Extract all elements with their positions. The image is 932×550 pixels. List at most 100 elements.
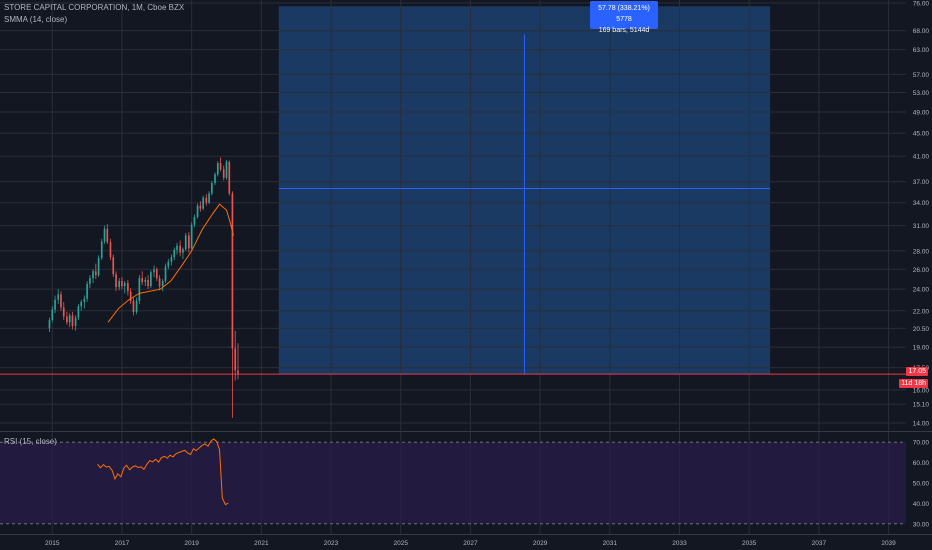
candle-body bbox=[103, 228, 106, 242]
rsi-tick-label: 40.00 bbox=[913, 501, 930, 508]
rsi-tick-label: 50.00 bbox=[913, 481, 930, 488]
candle-body bbox=[54, 299, 56, 310]
measure-bars: 169 bars, 5144d bbox=[598, 27, 650, 34]
candle-body bbox=[112, 257, 115, 275]
candle-body bbox=[211, 183, 213, 194]
y-tick-label: 49.00 bbox=[913, 109, 930, 116]
candle-body bbox=[231, 193, 234, 349]
candle-body bbox=[89, 278, 91, 285]
x-tick-label: 2021 bbox=[254, 540, 269, 547]
candle-body bbox=[77, 306, 80, 318]
candle-body bbox=[173, 250, 176, 258]
candle-body bbox=[182, 249, 184, 253]
rsi-pane[interactable]: 70.00 60.00 50.00 40.00 30.00 bbox=[0, 438, 930, 528]
candle-body bbox=[127, 283, 129, 292]
y-tick-label: 31.00 bbox=[913, 223, 930, 230]
candle-body bbox=[234, 348, 237, 371]
y-tick-label: 26.00 bbox=[913, 267, 930, 274]
price-pane[interactable]: 76.00 68.00 63.00 57.00 53.00 49.00 45.00 41.00… bbox=[0, 0, 932, 534]
rsi-tick-label: 70.00 bbox=[913, 440, 930, 447]
candle-body bbox=[71, 315, 74, 326]
candle-body bbox=[184, 235, 187, 250]
candle-body bbox=[196, 205, 199, 217]
candle-body bbox=[170, 257, 173, 262]
candle-body bbox=[94, 271, 97, 276]
candle-body bbox=[167, 261, 170, 267]
candle-body bbox=[118, 281, 121, 288]
x-tick-label: 2037 bbox=[812, 540, 827, 547]
candle-body bbox=[188, 235, 190, 249]
y-tick-label: 68.00 bbox=[913, 28, 930, 35]
y-tick-label: 41.00 bbox=[913, 154, 930, 161]
candle-body bbox=[161, 281, 164, 287]
candle-body bbox=[214, 174, 216, 184]
candle-body bbox=[100, 241, 103, 259]
candle-body bbox=[92, 271, 94, 279]
candle-body bbox=[86, 284, 88, 299]
candle-body bbox=[141, 278, 144, 283]
y-tick-label: 15.10 bbox=[913, 402, 930, 409]
candle-body bbox=[219, 162, 222, 170]
candle-body bbox=[48, 319, 51, 329]
y-tick-label: 14.00 bbox=[913, 421, 930, 428]
candle-body bbox=[106, 228, 109, 243]
rsi-tick-label: 30.00 bbox=[913, 521, 930, 528]
candle-body bbox=[155, 269, 158, 279]
candle-body bbox=[176, 245, 178, 251]
candle-body bbox=[80, 301, 83, 307]
candle-body bbox=[225, 161, 228, 178]
x-tick-label: 2029 bbox=[533, 540, 548, 547]
y-tick-label: 63.00 bbox=[913, 47, 930, 54]
candle-body bbox=[205, 197, 208, 203]
candle-body bbox=[193, 216, 196, 225]
y-tick-label: 24.00 bbox=[913, 287, 930, 294]
candle-body bbox=[164, 266, 167, 282]
smma-legend[interactable]: SMMA (14, close) bbox=[4, 15, 68, 24]
y-tick-label: 34.00 bbox=[913, 200, 930, 207]
candle-body bbox=[216, 162, 219, 175]
last-price-tag: 17.05 bbox=[906, 367, 928, 376]
candle-body bbox=[74, 317, 77, 326]
candle-body bbox=[150, 272, 152, 287]
x-tick-label: 2015 bbox=[45, 540, 60, 547]
candle-body bbox=[62, 307, 65, 317]
candle-body bbox=[115, 274, 117, 288]
candle-body bbox=[60, 294, 62, 308]
candle-body bbox=[121, 281, 123, 287]
y-tick-label: 37.00 bbox=[913, 179, 930, 186]
candle-body bbox=[179, 245, 181, 253]
measure-tooltip: 57.78 (338.21%) 5778 169 bars, 5144d bbox=[590, 1, 658, 34]
candle-body bbox=[199, 205, 202, 209]
candle-body bbox=[51, 309, 54, 320]
rsi-legend[interactable]: RSI (15, close) bbox=[4, 437, 57, 446]
candle-body bbox=[129, 291, 132, 301]
candle-body bbox=[153, 269, 155, 273]
x-tick-label: 2027 bbox=[463, 540, 478, 547]
y-tick-label: 16.00 bbox=[913, 387, 930, 394]
y-tick-label: 28.00 bbox=[913, 248, 930, 255]
candle-body bbox=[83, 298, 86, 302]
x-tick-label: 2019 bbox=[184, 540, 199, 547]
time-axis[interactable]: 2015 2017 2019 2021 2023 2025 2027 2029 2031 2033… bbox=[0, 534, 932, 548]
rsi-band bbox=[0, 442, 906, 524]
candle-body bbox=[147, 280, 149, 287]
candle-body bbox=[237, 370, 239, 374]
measure-change: 57.78 (338.21%) 5778 bbox=[598, 5, 650, 23]
candle-body bbox=[123, 283, 126, 287]
candle-body bbox=[138, 278, 141, 301]
x-tick-label: 2017 bbox=[115, 540, 130, 547]
x-tick-label: 2023 bbox=[324, 540, 339, 547]
rsi-tick-label: 60.00 bbox=[913, 460, 930, 467]
candle-body bbox=[109, 242, 112, 258]
candle-body bbox=[68, 315, 71, 323]
candle-body bbox=[57, 294, 60, 300]
candle-body bbox=[97, 258, 100, 276]
y-tick-label: 22.00 bbox=[913, 308, 930, 315]
symbol-title[interactable]: STORE CAPITAL CORPORATION, 1M, Cboe BZX bbox=[4, 3, 185, 12]
candle-body bbox=[208, 193, 210, 203]
y-tick-label: 76.00 bbox=[913, 1, 930, 8]
candle-body bbox=[66, 316, 68, 323]
x-tick-label: 2035 bbox=[742, 540, 757, 547]
candle-body bbox=[202, 197, 204, 209]
